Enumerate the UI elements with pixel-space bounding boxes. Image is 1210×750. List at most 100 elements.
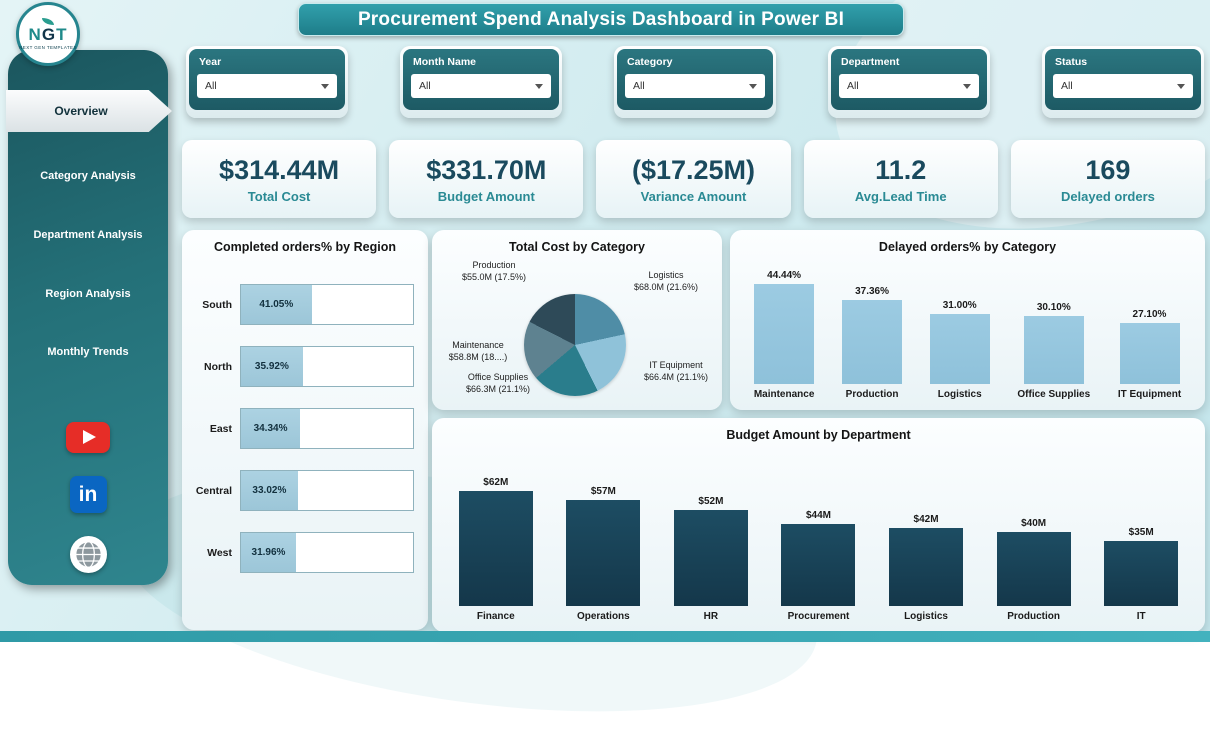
sidebar-item-label: Category Analysis [40, 170, 136, 182]
category-label: Production [1007, 611, 1060, 622]
column-bar[interactable] [1104, 541, 1179, 606]
bar-fill[interactable]: 31.96% [241, 533, 296, 572]
chart-budget-amount-by-department: Budget Amount by Department $62M Finance $… [432, 418, 1205, 632]
filter-selected-value: All [633, 80, 645, 92]
category-label: East [209, 422, 232, 435]
kpi-card-avg-lead-time: 11.2 Avg.Lead Time [803, 140, 998, 218]
pie-label-value: $66.3M (21.1%) [465, 383, 531, 394]
value-label: $40M [1021, 518, 1047, 529]
sidebar-item-label: Overview [54, 103, 108, 118]
sidebar-item-category-analysis[interactable]: Category Analysis [16, 170, 160, 184]
category-label: South [202, 298, 232, 311]
bottom-edge [0, 631, 1210, 642]
region-bar-row: East 34.34% [188, 408, 414, 449]
category-label: Logistics [904, 611, 948, 622]
sidebar-item-monthly-trends[interactable]: Monthly Trends [16, 346, 160, 360]
filter-dropdown-year[interactable]: All [197, 74, 337, 98]
sidebar-item-region-analysis[interactable]: Region Analysis [16, 288, 160, 302]
pie-slice-label-it-equipment: IT Equipment $66.4M (21.1%) [628, 360, 724, 383]
sidebar-item-overview[interactable]: Overview [6, 90, 172, 132]
filter-box: Month Name All [403, 49, 559, 110]
value-label: $57M [590, 486, 616, 497]
bar-track: 33.02% [240, 470, 414, 511]
column-bar[interactable] [996, 532, 1071, 606]
pie-chart[interactable] [524, 294, 626, 396]
filter-label: Department [841, 56, 900, 68]
ngt-logo: NGT NEXT GEN TEMPLATES [16, 2, 80, 66]
column-production: 37.36% Production [842, 286, 903, 402]
filter-dropdown-category[interactable]: All [625, 74, 765, 98]
column-bar[interactable] [781, 524, 856, 606]
region-bar-row: West 31.96% [188, 532, 414, 573]
chevron-down-icon [535, 83, 543, 89]
column-bar[interactable] [566, 500, 641, 606]
value-label: 30.10% [1036, 302, 1071, 313]
pie-slice-label-logistics: Logistics $68.0M (21.6%) [618, 270, 714, 293]
bar-fill[interactable]: 35.92% [241, 347, 303, 386]
column-bar[interactable] [754, 284, 815, 384]
filter-box: Department All [831, 49, 987, 110]
kpi-label: Delayed orders [1060, 188, 1155, 204]
linkedin-text: in [78, 482, 98, 506]
filter-dropdown-status[interactable]: All [1053, 74, 1193, 98]
column-it-equipment: 27.10% IT Equipment [1118, 309, 1181, 402]
column-bar[interactable] [458, 491, 533, 606]
filter-category: Category All [614, 46, 776, 118]
chevron-down-icon [1177, 83, 1185, 89]
category-label: Finance [476, 611, 515, 622]
pie-label-name: Office Supplies [467, 372, 529, 382]
value-label: 31.00% [942, 300, 977, 311]
column-bar[interactable] [673, 510, 748, 606]
kpi-card-delayed-orders: 169 Delayed orders [1010, 140, 1206, 218]
category-label: Logistics [937, 389, 982, 400]
filter-year: Year All [186, 46, 348, 118]
globe-icon[interactable] [69, 536, 107, 573]
filter-dropdown-month-name[interactable]: All [411, 74, 551, 98]
filter-selected-value: All [205, 80, 217, 92]
bar-fill[interactable]: 34.34% [241, 409, 301, 448]
sidebar-item-department-analysis[interactable]: Department Analysis [16, 229, 160, 243]
column-bar[interactable] [929, 314, 990, 384]
column-bar[interactable] [1119, 323, 1180, 384]
kpi-value: 169 [1085, 154, 1131, 185]
kpi-card-total-cost: $314.44M Total Cost [182, 140, 377, 218]
pie-label-value: $55.0M (17.5%) [461, 271, 527, 282]
region-bar-row: South 41.05% [188, 284, 414, 325]
leaf-icon [42, 18, 54, 25]
category-label: IT Equipment [1117, 389, 1182, 400]
kpi-row: $314.44M Total Cost $331.70M Budget Amount (… [182, 140, 1206, 218]
value-label: $42M [913, 514, 939, 525]
kpi-label: Total Cost [247, 188, 311, 204]
column-bar[interactable] [842, 300, 903, 384]
column-logistics: $42M Logistics [889, 514, 964, 624]
bar-track: 34.34% [240, 408, 414, 449]
bar-fill[interactable]: 33.02% [241, 471, 298, 510]
column-production: $40M Production [996, 518, 1071, 624]
column-bar[interactable] [889, 528, 964, 606]
pie-label-name: Maintenance [452, 340, 504, 350]
logo-subtext: NEXT GEN TEMPLATES [19, 45, 77, 50]
value-label: 34.34% [253, 423, 288, 434]
bar-fill[interactable]: 41.05% [241, 285, 312, 324]
sidebar-item-label: Monthly Trends [47, 346, 129, 359]
sidebar: Overview Category Analysis Department Anal… [6, 50, 172, 585]
delayed-orders-bars: 44.44% Maintenance 37.36% Production 31.00% L… [740, 270, 1195, 402]
pie-label-value: $66.4M (21.1%) [643, 371, 709, 382]
value-label: $35M [1128, 527, 1154, 538]
chevron-down-icon [749, 83, 757, 89]
kpi-value: ($17.25M) [631, 154, 756, 185]
pie-label-value: $68.0M (21.6%) [633, 281, 699, 292]
youtube-icon[interactable] [66, 422, 110, 453]
kpi-label: Avg.Lead Time [854, 188, 947, 204]
column-bar[interactable] [1023, 316, 1084, 384]
column-logistics: 31.00% Logistics [929, 300, 990, 402]
filter-label: Year [199, 56, 222, 68]
linkedin-icon[interactable]: in [69, 476, 107, 513]
kpi-label: Budget Amount [437, 188, 535, 204]
filter-box: Status All [1045, 49, 1201, 110]
value-label: $62M [483, 477, 509, 488]
filter-label: Status [1055, 56, 1088, 68]
logo-text: NGT [28, 25, 68, 44]
filter-dropdown-department[interactable]: All [839, 74, 979, 98]
